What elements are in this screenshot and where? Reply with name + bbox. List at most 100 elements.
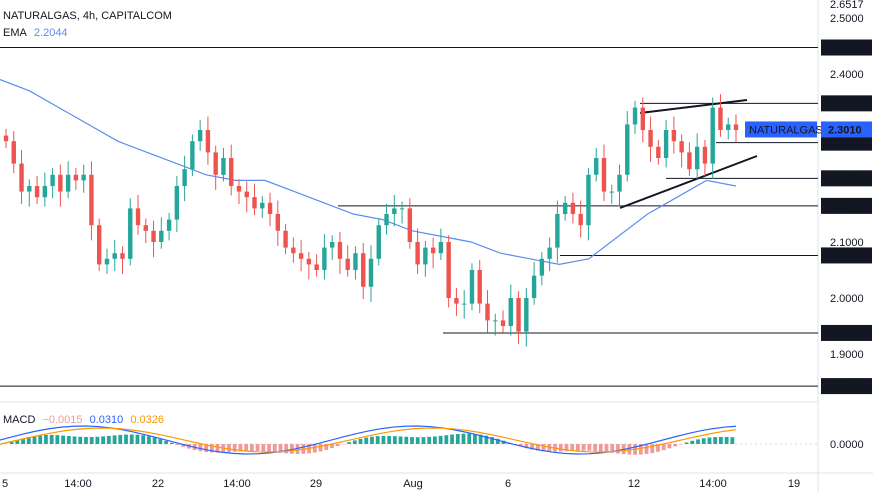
macd-hist-31 xyxy=(181,444,186,447)
candle-body-38 xyxy=(298,253,304,259)
macd-hist-112 xyxy=(644,444,649,455)
time-tick-3: 14:00 xyxy=(223,478,251,490)
candle-body-46 xyxy=(361,253,366,287)
macd-tick-0: 0.0000 xyxy=(830,439,864,451)
macd-hist-11 xyxy=(66,436,71,444)
macd-hist-7 xyxy=(44,434,48,444)
macd-hist-58 xyxy=(335,444,340,447)
candle-body-58 xyxy=(454,298,459,304)
macd-hist-125 xyxy=(719,436,723,444)
macd-hist-72 xyxy=(415,437,420,444)
ema-value: 2.2044 xyxy=(33,27,68,39)
macd-hist-9 xyxy=(55,435,60,444)
candle-body-41 xyxy=(322,247,327,270)
candle-body-92 xyxy=(718,107,723,130)
candle-body-6 xyxy=(50,174,55,186)
candle-body-1 xyxy=(11,141,16,164)
candle-body-83 xyxy=(648,130,653,147)
candle-body-45 xyxy=(353,253,358,270)
candle-body-27 xyxy=(213,152,218,175)
macd-hist-18 xyxy=(106,435,111,444)
macd-hist-8 xyxy=(49,434,54,444)
price-tick-top: 2.6517 xyxy=(830,0,864,11)
macd-hist-57 xyxy=(330,444,334,449)
macd-hist-84 xyxy=(484,435,489,444)
level-badge-1 xyxy=(821,95,872,112)
macd-legend: MACD −0.0015 0.0310 0.0326 xyxy=(3,414,168,426)
candle-body-69 xyxy=(539,258,545,276)
macd-hist-86 xyxy=(495,438,500,444)
macd-hist-22 xyxy=(129,434,134,444)
macd-hist-41 xyxy=(238,444,243,452)
candle-body-20 xyxy=(159,230,164,242)
macd-hist-48 xyxy=(278,444,283,453)
candle-body-51 xyxy=(399,208,405,210)
candle-body-24 xyxy=(190,141,195,170)
candle-body-82 xyxy=(640,107,646,130)
macd-hist-69 xyxy=(398,436,403,444)
candle-body-22 xyxy=(174,186,180,220)
candle-body-34 xyxy=(267,202,273,214)
macd-hist-4 xyxy=(26,437,31,444)
macd-hist-99 xyxy=(570,444,575,451)
macd-hist-60 xyxy=(347,442,351,444)
macd-hist-65 xyxy=(375,436,380,444)
candle-body-87 xyxy=(679,141,684,153)
macd-hist-113 xyxy=(650,444,655,454)
time-tick-6: 6 xyxy=(505,478,511,490)
candle-body-32 xyxy=(252,197,257,209)
macd-hist-16 xyxy=(95,436,100,444)
macd-hist-13 xyxy=(78,436,83,444)
candle-body-28 xyxy=(221,158,226,175)
macd-hist-14 xyxy=(84,436,88,444)
candle-body-94 xyxy=(733,124,739,130)
macd-hist-75 xyxy=(433,436,437,444)
candle-body-61 xyxy=(477,270,482,304)
candle-body-86 xyxy=(671,130,677,142)
candle-body-50 xyxy=(392,208,397,214)
candle-body-62 xyxy=(485,303,490,321)
macd-hist-115 xyxy=(661,444,666,451)
candle-body-59 xyxy=(461,303,467,305)
candle-body-35 xyxy=(275,214,281,231)
symbol-badge xyxy=(745,121,817,138)
macd-hist-37 xyxy=(215,444,220,453)
macd-hist-20 xyxy=(118,434,123,444)
candle-body-57 xyxy=(446,242,451,298)
macd-hist-85 xyxy=(490,437,494,444)
candle-body-31 xyxy=(244,191,249,198)
macd-hist-23 xyxy=(135,434,140,444)
macd-hist-61 xyxy=(352,440,357,444)
candle-body-3 xyxy=(27,186,32,192)
macd-hist-95 xyxy=(547,444,552,452)
price-tick-1: 2.4000 xyxy=(830,69,864,81)
macd-line-value: 0.0310 xyxy=(89,414,124,426)
symbol-legend: NATURALGAS, 4h, CAPITALCOM xyxy=(3,10,176,22)
macd-hist-98 xyxy=(564,444,569,452)
candle-body-10 xyxy=(81,174,86,181)
candle-body-74 xyxy=(578,214,583,226)
ema-line xyxy=(0,79,737,266)
macd-hist-82 xyxy=(473,433,477,444)
macd-hist-10 xyxy=(61,435,65,444)
level-badge-4 xyxy=(821,197,872,214)
candle-body-77 xyxy=(601,158,607,192)
candle-body-4 xyxy=(34,186,40,198)
macd-hist-73 xyxy=(421,437,426,444)
macd-hist-25 xyxy=(147,436,151,444)
macd-hist-74 xyxy=(427,436,432,444)
candle-body-8 xyxy=(65,174,71,192)
macd-signal-value: 0.0326 xyxy=(130,414,164,426)
macd-hist-83 xyxy=(478,434,483,444)
level-badge-5 xyxy=(821,247,872,264)
macd-hist-91 xyxy=(524,444,529,449)
macd-hist-119 xyxy=(684,442,689,444)
candle-body-5 xyxy=(42,186,48,198)
macd-hist-111 xyxy=(638,444,643,455)
candle-body-76 xyxy=(594,158,599,175)
macd-label: MACD xyxy=(3,414,36,426)
candle-body-64 xyxy=(500,320,506,326)
macd-hist-39 xyxy=(227,444,231,453)
candle-body-33 xyxy=(260,202,265,209)
